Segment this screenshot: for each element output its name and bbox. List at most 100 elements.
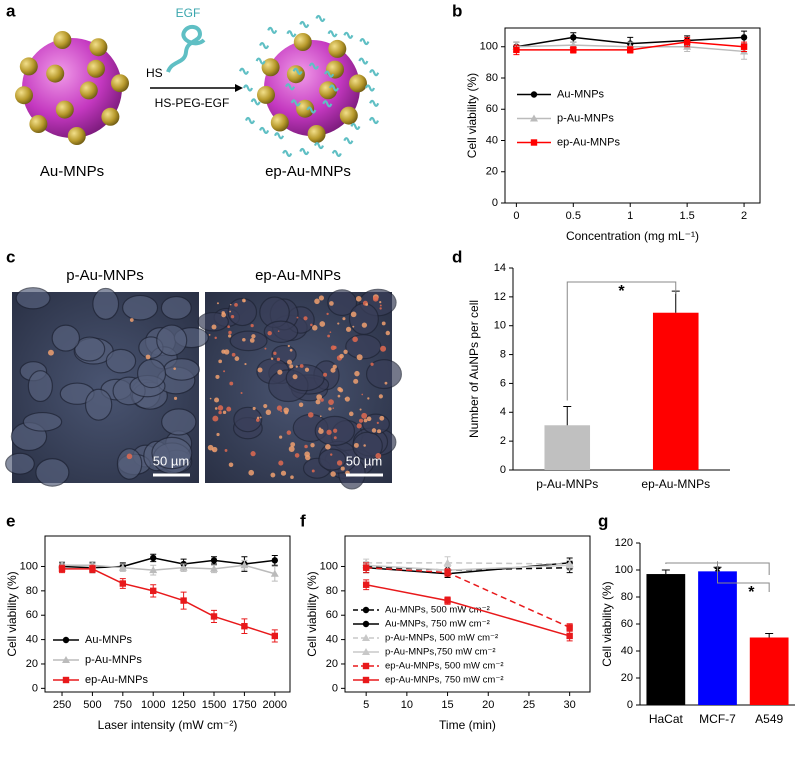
particle-spot: [173, 367, 176, 371]
series-line: [366, 562, 570, 565]
particle-spot: [311, 469, 315, 473]
particle-spot: [353, 378, 359, 384]
chart: 0 20 40 60 80 100 Cell viability (%) 0 0.5 1 1.5 2 C…: [465, 27, 761, 243]
particle-spot: [223, 349, 230, 355]
particle-spot: [319, 321, 326, 327]
particle-spot: [288, 446, 295, 452]
y-tick-label: 12: [494, 291, 506, 303]
y-tick-label: 8: [500, 348, 506, 360]
particle-spot: [227, 325, 230, 329]
particle-spot: [385, 330, 391, 336]
data-point: [271, 557, 279, 564]
y-tick-label: 20: [486, 166, 498, 178]
x-tick-label: 0: [513, 210, 519, 222]
error-bar: [563, 406, 572, 426]
y-axis-label: Number of AuNPs per cell: [467, 300, 481, 438]
particle-spot: [255, 418, 260, 422]
cell: [121, 294, 159, 321]
data-point: [443, 558, 452, 566]
x-tick-label: 1750: [232, 699, 256, 711]
y-tick-label: 6: [500, 377, 506, 389]
particle-spot: [257, 367, 263, 373]
y-tick-label: 20: [621, 672, 633, 684]
particle-spot: [278, 460, 284, 466]
gold-nanoparticle: [79, 81, 98, 100]
cell: [327, 289, 358, 317]
panel-label: c: [6, 247, 15, 266]
x-axis-label: Concentration (mg mL⁻¹): [566, 229, 699, 243]
legend-label: p-Au-MNPs: [557, 112, 614, 124]
particle-spot: [318, 428, 324, 434]
particle-spot: [327, 334, 331, 338]
egf-ligand: [343, 31, 354, 39]
particle-spot: [265, 409, 272, 416]
particle-spot: [377, 429, 382, 434]
particle-spot: [318, 295, 324, 301]
data-point: [180, 597, 187, 604]
particle-spot: [352, 336, 358, 343]
series-line: [61, 557, 275, 569]
particle-spot: [326, 429, 332, 435]
x-tick-label: 0.5: [566, 210, 581, 222]
legend-label: p-Au-MNPs, 500 mW cm⁻²: [385, 633, 498, 644]
cell: [35, 458, 70, 487]
micrograph-title: ep-Au-MNPs: [255, 267, 341, 284]
x-tick-label: p-Au-MNPs: [536, 477, 598, 491]
particle-spot: [308, 412, 314, 418]
y-tick-label: 120: [615, 537, 633, 549]
gold-nanoparticle: [29, 115, 48, 133]
y-tick-label: 60: [326, 609, 338, 621]
particle-spot: [366, 416, 372, 422]
particle-spot: [290, 475, 294, 480]
legend-marker: [362, 620, 370, 628]
particle-spot: [211, 324, 217, 330]
particle-spot: [263, 403, 268, 409]
y-tick-label: 40: [486, 134, 498, 146]
particle-spot: [240, 392, 243, 395]
gold-nanoparticle: [111, 74, 129, 93]
data-point: [362, 581, 370, 588]
particle-spot: [337, 394, 341, 398]
particle-spot: [252, 406, 256, 411]
legend-label: ep-Au-MNPs, 500 mW cm⁻²: [385, 661, 504, 672]
data-point: [210, 564, 219, 572]
particle-spot: [352, 325, 355, 328]
gold-nanoparticle: [87, 59, 105, 78]
x-tick-label: 10: [401, 699, 413, 711]
x-tick-label: ep-Au-MNPs: [641, 477, 710, 491]
particle-spot: [256, 416, 260, 420]
particle-spot: [361, 393, 364, 396]
y-tick-label: 100: [615, 564, 633, 576]
particle-spot: [243, 299, 246, 303]
cell: [285, 364, 325, 392]
y-tick-label: 20: [26, 658, 38, 670]
data-point: [444, 597, 451, 604]
particle-spot: [316, 394, 322, 400]
bar: [652, 312, 699, 470]
particle-spot: [380, 345, 387, 352]
data-point: [740, 43, 748, 50]
linker-label: HS-PEG-EGF: [155, 96, 230, 110]
egf-ribbon: [166, 25, 206, 73]
legend-marker: [62, 656, 70, 663]
x-tick-label: 250: [53, 699, 71, 711]
particle-spot: [217, 405, 224, 411]
gold-nanoparticle: [349, 74, 367, 93]
y-tick-label: 0: [627, 699, 633, 711]
legend-marker: [362, 634, 370, 641]
particle-spot: [332, 407, 335, 410]
particle-spot: [289, 364, 294, 369]
particle-spot: [242, 337, 246, 342]
egf-ligand: [350, 122, 361, 131]
particle-spot: [379, 307, 382, 310]
cell: [348, 302, 379, 335]
particle-spot: [292, 374, 298, 380]
particle-spot: [320, 398, 324, 402]
data-point: [570, 34, 577, 41]
egf-ligand: [285, 83, 296, 91]
cell: [160, 295, 192, 320]
data-point: [210, 613, 218, 620]
chart: 0 2 4 6 8 10 12 14 Number of AuNPs per cell p-Au-…: [467, 262, 730, 491]
legend-marker: [530, 139, 538, 146]
cell: [74, 336, 106, 362]
